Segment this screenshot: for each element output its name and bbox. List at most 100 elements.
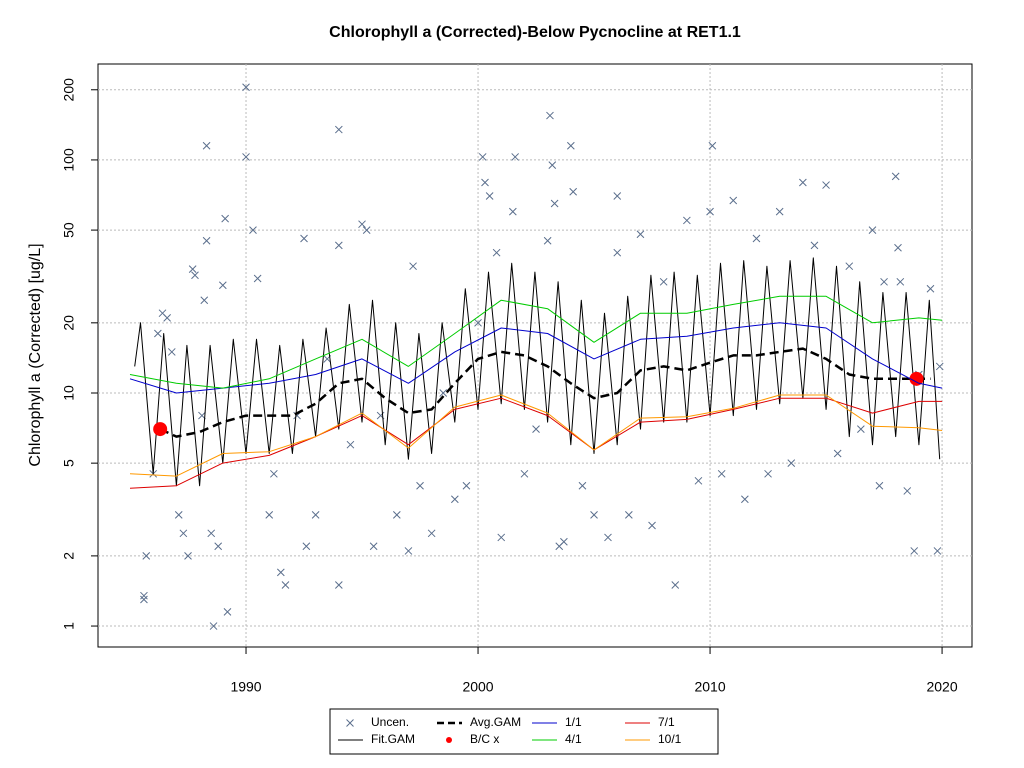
scatter-point [358,220,366,229]
scatter-point [362,226,371,234]
scatter-point [729,196,738,205]
chart-title: Chlorophyll a (Corrected)-Below Pycnocli… [329,24,741,41]
legend-box [329,708,719,755]
legend-label: 1/1 [565,715,582,729]
scatter-point [741,495,749,504]
scatter-point [474,318,482,327]
y-tick-label: 10 [61,385,77,401]
y-tick-label: 50 [61,222,77,238]
scatter-point [845,262,854,271]
scatter-point [167,348,176,356]
scatter-point [154,329,162,338]
scatter-point [546,111,554,120]
legend-label: Avg.GAM [470,715,521,729]
y-tick-label: 100 [61,148,77,172]
legend-symbol [446,737,452,743]
scatter-point [188,265,197,273]
scatter-point [648,521,656,530]
scatter-point [868,226,877,234]
scatter-point [163,314,171,322]
legend-label: Fit.GAM [371,732,415,746]
scatter-point [764,469,772,478]
scatter-point [300,234,308,243]
scatter-point [706,207,714,216]
scatter-point [926,284,935,293]
scatter-point [717,469,726,478]
legend-label: 4/1 [565,732,582,746]
scatter-point [880,277,888,286]
scatter-point [910,547,919,555]
scatter-point [174,510,183,519]
scatter-point [140,595,148,604]
scatter-point [550,199,559,208]
scatter-point [485,192,494,200]
scatter-point [604,533,612,542]
legend-symbol [346,719,354,727]
scatter-point [694,476,703,485]
scatter-point [207,529,216,538]
series-line [159,347,931,438]
y-tick-label: 1 [61,622,77,630]
scatter-point [142,552,151,560]
scatter-point [202,141,211,150]
scatter-point [404,547,413,555]
scatter-point [214,542,223,551]
x-tick-label: 2010 [694,679,725,695]
scatter-point [253,274,262,283]
scatter-point [933,547,942,555]
scatter-point [671,581,680,589]
scatter-point [242,153,250,161]
scatter-point [265,510,274,519]
scatter-point [636,230,645,239]
scatter-point [543,236,552,245]
scatter-point [218,281,227,290]
scatter-point [548,161,557,169]
legend-label: 10/1 [658,732,682,746]
scatter-point [787,459,796,467]
scatter-point [276,568,285,577]
series-line [129,394,943,477]
scatter-point [334,241,343,250]
series-line [129,397,943,489]
scatter-point [578,481,587,490]
scatter-point [462,481,471,490]
scatter-point [179,529,188,538]
x-tick-label: 2000 [462,679,493,695]
scatter-point [752,234,761,243]
scatter-point [833,449,842,458]
scatter-point [659,277,668,286]
scatter-point [560,537,568,546]
scatter-point [140,591,148,600]
bc-point [909,371,924,386]
x-tick-label: 1990 [230,679,261,695]
series-line [129,322,943,394]
y-tick-label: 5 [61,459,77,467]
scatter-point [520,469,529,478]
scatter-point [624,510,633,519]
y-axis-label: Chlorophyll a (Corrected) [ug/L] [27,243,44,466]
scatter-point [708,141,717,150]
legend-label: B/C x [470,732,499,746]
x-tick-label: 2020 [926,679,957,695]
scatter-point [894,243,902,252]
scatter-point [497,533,506,542]
scatter-point [492,248,501,257]
scatter-point [478,153,487,161]
scatter-point [223,608,232,616]
scatter-point [311,510,320,519]
scatter-point [302,542,311,551]
scatter-point [281,581,290,589]
scatter-point [346,440,355,449]
scatter-point [270,469,278,478]
y-tick-label: 200 [61,78,77,102]
scatter-point [891,172,900,181]
scatter-point [875,481,884,490]
scatter-point [450,495,459,504]
y-tick-label: 2 [61,552,77,560]
scatter-point [532,425,540,433]
scatter-point [799,178,807,187]
scatter-point [209,622,218,630]
legend-label: Uncen. [371,715,409,729]
plot-frame [97,63,973,648]
